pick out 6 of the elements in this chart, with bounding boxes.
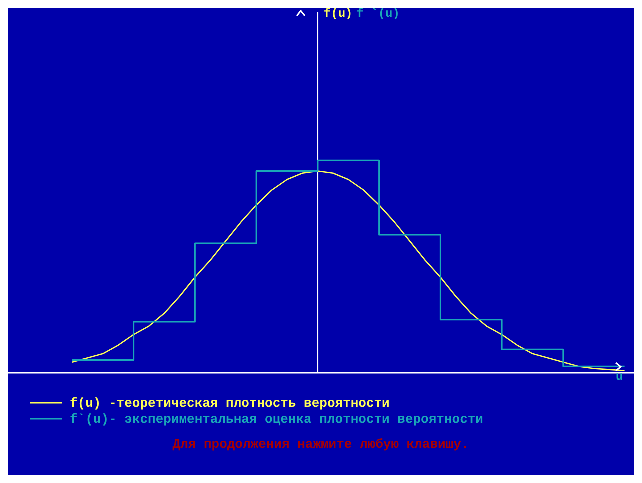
text: Для продолжения нажмите любую клавишу. [172,437,470,452]
text: f `(u) [356,7,400,21]
text: f(u) [324,7,353,21]
x-axis-title: u [616,370,624,384]
legend-label: f`(u)- экспериментальная оценка плотности вероятности [70,412,484,426]
legend-label: f(u) -теоретическая плотность вероятности [70,396,390,410]
